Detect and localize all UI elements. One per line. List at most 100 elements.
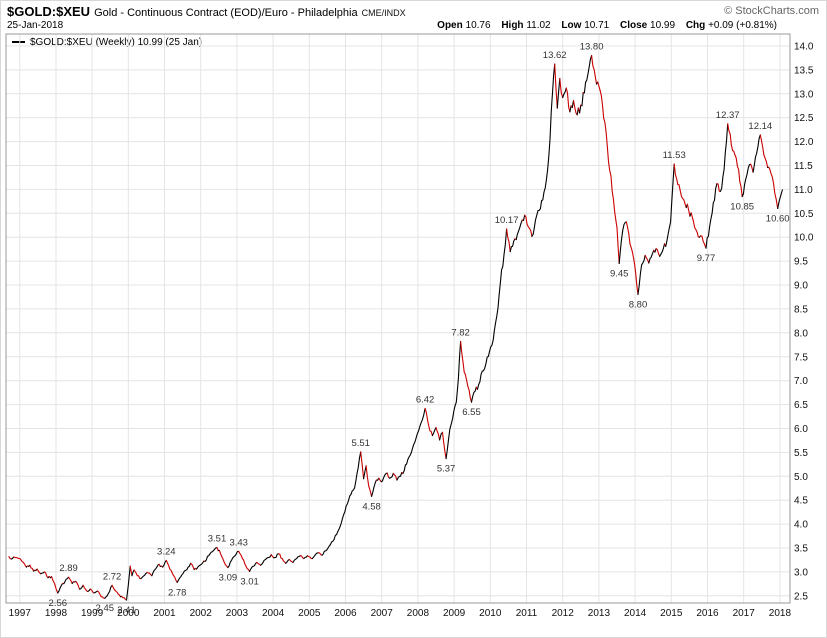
y-axis-tick-label: 11.5 bbox=[794, 161, 813, 172]
x-axis-tick-label: 2014 bbox=[624, 608, 647, 619]
copyright-label: © StockCharts.com bbox=[724, 5, 819, 17]
x-axis-tick-label: 2001 bbox=[153, 608, 176, 619]
y-axis-tick-label: 5.0 bbox=[794, 472, 808, 483]
quote-low-label: Low bbox=[561, 20, 582, 31]
chart-date: 25-Jan-2018 bbox=[7, 20, 64, 31]
y-axis-tick-label: 6.5 bbox=[794, 400, 808, 411]
quote-high-label: High bbox=[501, 20, 524, 31]
y-axis-tick-label: 8.5 bbox=[794, 304, 808, 315]
x-axis-tick-label: 2002 bbox=[190, 608, 213, 619]
legend-value-text: 10.99 (25 Jan) bbox=[137, 37, 203, 48]
y-axis-tick-label: 4.0 bbox=[794, 520, 808, 531]
series-line-swatch-icon bbox=[12, 41, 25, 43]
peak-trough-label: 3.09 bbox=[219, 573, 238, 584]
peak-trough-label: 13.62 bbox=[543, 50, 567, 61]
x-axis-tick-label: 2010 bbox=[479, 608, 502, 619]
y-axis-tick-label: 9.5 bbox=[794, 257, 808, 268]
x-axis-tick-label: 2011 bbox=[516, 608, 538, 619]
x-axis-tick-label: 2017 bbox=[733, 608, 756, 619]
x-axis-tick-label: 2013 bbox=[588, 608, 611, 619]
y-axis-tick-label: 11.0 bbox=[794, 185, 813, 196]
quote-summary: Open 10.76 High 11.02 Low 10.71 Close 10… bbox=[437, 20, 777, 31]
y-axis-tick-label: 13.0 bbox=[794, 89, 814, 100]
quote-close-label: Close bbox=[620, 20, 648, 31]
grid-lines bbox=[6, 34, 790, 603]
peak-trough-label: 10.85 bbox=[730, 202, 754, 213]
x-axis-tick-label: 2005 bbox=[298, 608, 321, 619]
price-line-series bbox=[8, 54, 783, 601]
y-axis-tick-label: 7.0 bbox=[794, 376, 808, 387]
quote-chg-label: Chg bbox=[685, 20, 706, 31]
y-axis-tick-label: 3.0 bbox=[794, 567, 808, 578]
symbol-title: $GOLD:$XEU bbox=[7, 4, 91, 19]
peak-trough-label: 3.01 bbox=[240, 576, 259, 587]
x-axis-tick-label: 2007 bbox=[371, 608, 394, 619]
y-axis-tick-label: 13.5 bbox=[794, 65, 814, 76]
quote-low-value: 10.71 bbox=[584, 20, 610, 31]
quote-open-value: 10.76 bbox=[465, 20, 491, 31]
y-axis-tick-label: 9.0 bbox=[794, 281, 808, 292]
peak-trough-label: 9.77 bbox=[697, 253, 716, 264]
x-axis-tick-label: 2000 bbox=[117, 608, 140, 619]
peak-trough-label: 10.17 bbox=[495, 215, 519, 226]
peak-trough-label: 3.43 bbox=[229, 537, 248, 548]
y-axis-tick-label: 5.5 bbox=[794, 448, 808, 459]
peak-trough-label: 6.42 bbox=[416, 394, 435, 405]
x-axis-tick-label: 2018 bbox=[769, 608, 792, 619]
quote-open-label: Open bbox=[437, 20, 463, 31]
peak-trough-label: 2.89 bbox=[59, 563, 78, 574]
peak-trough-label: 7.82 bbox=[451, 328, 470, 339]
peak-trough-label: 11.53 bbox=[663, 150, 686, 161]
y-axis-tick-label: 12.5 bbox=[794, 113, 814, 124]
peak-trough-label: 9.45 bbox=[610, 269, 629, 280]
plot-border bbox=[5, 33, 791, 604]
x-axis-tick-label: 2003 bbox=[226, 608, 249, 619]
peak-trough-label: 2.72 bbox=[103, 571, 122, 582]
x-axis-tick-label: 2006 bbox=[334, 608, 357, 619]
y-axis-tick-label: 4.5 bbox=[794, 496, 808, 507]
chart-title-row: $GOLD:$XEU Gold - Continuous Contract (EO… bbox=[7, 3, 406, 21]
x-axis-tick-label: 1998 bbox=[45, 608, 68, 619]
series-legend: $GOLD:$XEU (Weekly) 10.99 (25 Jan) bbox=[12, 37, 202, 48]
quote-high-value: 11.02 bbox=[526, 20, 551, 31]
peak-trough-label: 2.78 bbox=[168, 587, 187, 598]
x-axis-tick-label: 2015 bbox=[660, 608, 683, 619]
quote-close-value: 10.99 bbox=[650, 20, 676, 31]
peak-trough-label: 5.51 bbox=[351, 438, 370, 449]
y-axis-tick-label: 2.5 bbox=[794, 591, 808, 602]
peak-trough-label: 3.24 bbox=[157, 546, 176, 557]
peak-trough-label: 12.14 bbox=[748, 121, 772, 132]
y-axis-tick-label: 6.0 bbox=[794, 424, 808, 435]
y-axis-tick-label: 8.0 bbox=[794, 328, 808, 339]
x-axis-tick-label: 1997 bbox=[9, 608, 32, 619]
x-axis-labels: 1997 1998 1999 2000 2001 2002 2003 2004 2005 2006… bbox=[9, 608, 792, 619]
y-axis-labels: 14.0 13.5 13.0 12.5 12.0 11.5 11.0 10.5 10.0 9.5 9… bbox=[794, 42, 814, 603]
peak-trough-label: 10.60 bbox=[766, 214, 790, 225]
y-axis-tick-label: 12.0 bbox=[794, 137, 814, 148]
peak-trough-label: 2.41 bbox=[117, 605, 136, 616]
peak-trough-label: 8.80 bbox=[629, 300, 648, 311]
x-axis-tick-label: 2012 bbox=[552, 608, 575, 619]
x-axis-tick-label: 2008 bbox=[407, 608, 430, 619]
peak-trough-label: 12.37 bbox=[716, 110, 740, 121]
y-axis-tick-label: 14.0 bbox=[794, 42, 814, 53]
quote-chg-value: +0.09 (+0.81%) bbox=[708, 20, 777, 31]
x-axis-tick-label: 1999 bbox=[81, 608, 104, 619]
x-axis-tick-label: 2016 bbox=[696, 608, 719, 619]
x-axis-tick-label: 2004 bbox=[262, 608, 285, 619]
peak-trough-label: 2.45 bbox=[96, 603, 115, 614]
y-axis-tick-label: 3.5 bbox=[794, 544, 808, 555]
peak-trough-label: 4.58 bbox=[362, 501, 381, 512]
peak-trough-label: 3.51 bbox=[208, 534, 227, 545]
peak-trough-label: 5.37 bbox=[437, 464, 456, 475]
peak-trough-label: 13.80 bbox=[580, 42, 604, 53]
peak-trough-label: 6.55 bbox=[462, 407, 481, 418]
exchange-label: CME/INDX bbox=[361, 8, 406, 18]
chart-description: Gold - Continuous Contract (EOD)/Euro - … bbox=[94, 7, 358, 19]
y-axis-tick-label: 7.5 bbox=[794, 352, 808, 363]
y-axis-tick-label: 10.5 bbox=[794, 209, 814, 220]
x-axis-tick-label: 2009 bbox=[443, 608, 466, 619]
legend-symbol-text: $GOLD:$XEU (Weekly) bbox=[30, 37, 135, 48]
